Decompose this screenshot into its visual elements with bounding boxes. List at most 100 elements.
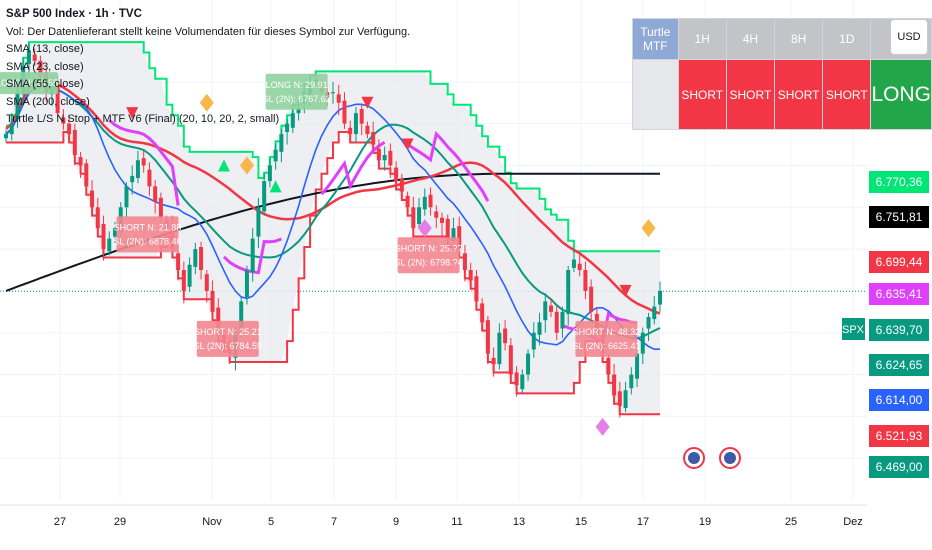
- candle-body: [434, 211, 439, 218]
- symbol-title[interactable]: S&P 500 Index · 1h · TVC: [6, 8, 142, 20]
- signal-label-text: SL (2N): 6784.59: [194, 341, 262, 351]
- candle-body: [520, 374, 525, 390]
- candle-body: [394, 167, 399, 182]
- candle-body: [32, 54, 37, 61]
- candle-body: [107, 238, 112, 252]
- candle-body: [537, 322, 542, 335]
- time-tick-label: 15: [575, 516, 587, 528]
- time-tick-label: 9: [393, 516, 399, 528]
- mtf-header-1h: 1H: [677, 18, 727, 60]
- indicator-turtle[interactable]: Turtle L/S N Stop + MTF V6 (Final) (20, …: [6, 113, 280, 125]
- candle-body: [101, 224, 106, 250]
- candle-body: [508, 345, 513, 375]
- candle-body: [61, 117, 66, 124]
- us-flag-icon-inner: [688, 452, 700, 464]
- candle-body: [440, 217, 444, 223]
- candle-body: [331, 92, 335, 94]
- symbol-tag: SPX: [842, 324, 865, 336]
- price-label-tag: [869, 206, 929, 228]
- candle-body: [296, 107, 301, 114]
- candle-body: [256, 207, 261, 237]
- candle-body: [411, 207, 416, 229]
- indicator-sma55[interactable]: SMA (55, close): [6, 78, 84, 90]
- candle-body: [124, 186, 129, 208]
- mtf-header-8h: 8H: [774, 18, 824, 60]
- candle-body: [417, 207, 422, 224]
- signal-label-box: [196, 320, 259, 357]
- signal-label-text: SHORT N: 48.32: [573, 327, 641, 337]
- n-stop-line: [108, 119, 180, 206]
- candle-body: [38, 60, 43, 77]
- price-label-tag: [869, 354, 929, 376]
- time-tick-label: Dez: [843, 516, 863, 528]
- candle-body: [95, 207, 100, 229]
- time-tick-label: 19: [699, 516, 711, 528]
- stop-diamond: [641, 219, 656, 238]
- time-tick-label: 7: [331, 516, 337, 528]
- time-tick-label: 27: [54, 516, 66, 528]
- currency-button[interactable]: USD: [890, 19, 928, 55]
- candle-body: [216, 307, 221, 333]
- stop-diamond: [595, 417, 610, 436]
- short-signal-triangle: [401, 138, 414, 151]
- mtf-value-1d: SHORT: [822, 59, 872, 130]
- volume-note: Vol: Der Datenlieferant stellt keine Vol…: [6, 25, 411, 38]
- price-label-tag: [869, 456, 929, 478]
- signal-label-text: SHORT N: 25.21: [194, 327, 262, 337]
- candle-body: [543, 301, 548, 321]
- candle-body: [365, 125, 370, 135]
- candle-body: [9, 123, 14, 135]
- candle-body: [566, 270, 571, 314]
- sma13-line: [5, 85, 660, 350]
- candle-body: [646, 317, 651, 329]
- candle-body: [250, 238, 255, 273]
- candle-body: [658, 290, 662, 305]
- mtf-value-8h: SHORT: [774, 59, 824, 130]
- candle-body: [589, 286, 594, 312]
- candle-body: [359, 109, 364, 124]
- mtf-value-1w: LONG: [870, 59, 932, 130]
- candle-body: [90, 190, 95, 208]
- time-axis[interactable]: 27 29 Nov 5 7 9 11 13 15 17 19 25 Dez: [0, 504, 867, 528]
- mtf-header-1d: 1D: [822, 18, 872, 60]
- signal-label-text: SL (2N): 6625.41: [572, 341, 640, 351]
- price-label-tag: [869, 251, 929, 273]
- signal-label-text: SL (2N): 6798.?4: [394, 257, 462, 267]
- candle-body: [629, 374, 634, 389]
- price-label-text: 6.770,36: [876, 175, 923, 189]
- indicator-sma200[interactable]: SMA (200, close): [6, 95, 90, 108]
- candle-body: [193, 249, 198, 267]
- candle-body: [612, 374, 617, 396]
- time-tick-label: 5: [268, 516, 274, 528]
- n-stop-line: [320, 141, 386, 196]
- mtf-value-1h: SHORT: [677, 59, 727, 130]
- candle-body: [176, 253, 181, 270]
- signal-label-box: [397, 237, 460, 274]
- candles: [4, 43, 662, 418]
- candle-body: [244, 270, 249, 298]
- signal-label-box: [575, 320, 638, 357]
- signal-label-text: LONG N: 23.55: [0, 78, 58, 88]
- time-tick-label: 29: [114, 516, 126, 528]
- candle-body: [623, 390, 628, 408]
- candle-body: [353, 113, 358, 135]
- price-label-text: 6.635,41: [876, 287, 923, 301]
- time-tick-label: 13: [513, 516, 525, 528]
- candle-body: [428, 194, 433, 208]
- chart-legend: S&P 500 Index · 1h · TVC Vol: Der Datenl…: [6, 6, 410, 129]
- indicator-sma23[interactable]: SMA (23, close): [6, 60, 84, 73]
- price-label-text: 6.639,70: [876, 323, 923, 337]
- candle-body: [405, 195, 410, 208]
- candle-body: [141, 158, 146, 166]
- candle-body: [560, 311, 565, 329]
- candle-body: [531, 332, 536, 350]
- candle-body: [204, 274, 209, 291]
- candle-body: [514, 372, 519, 385]
- long-signal-triangle: [269, 180, 282, 193]
- candle-body: [451, 228, 456, 241]
- candle-body: [399, 179, 404, 192]
- indicator-sma13[interactable]: SMA (13, close): [6, 43, 84, 55]
- candle-body: [422, 196, 427, 210]
- candle-body: [262, 181, 267, 212]
- candle-body: [474, 276, 479, 302]
